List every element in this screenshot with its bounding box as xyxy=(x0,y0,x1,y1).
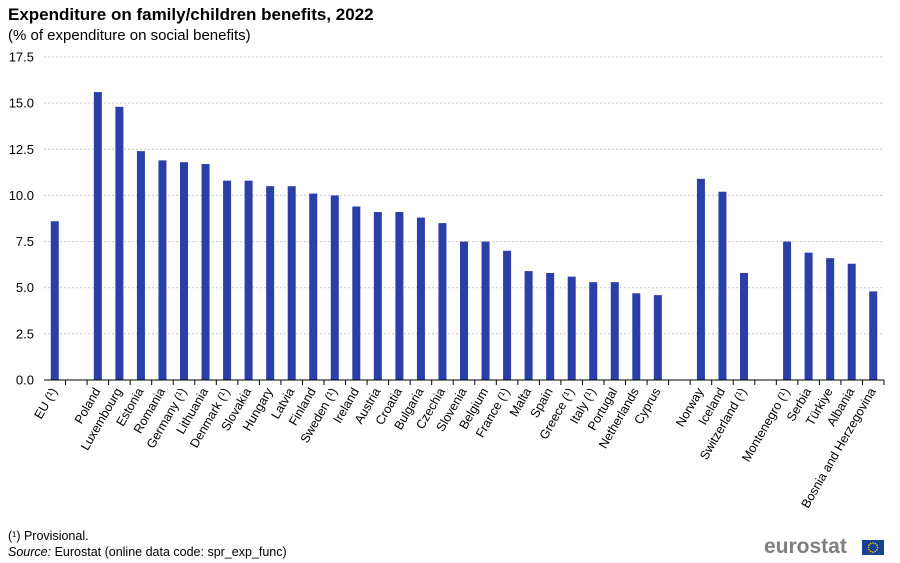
bar xyxy=(330,195,339,380)
source-text: Eurostat (online data code: spr_exp_func… xyxy=(51,545,287,559)
bar xyxy=(158,160,167,380)
bar xyxy=(503,250,512,380)
flag-star xyxy=(872,542,874,544)
bar xyxy=(718,191,727,380)
bar-chart: 0.0 2.5 5.0 7.5 10.0 12.5 15.0 17.5 EU (¹) Polan… xyxy=(9,50,885,511)
flag-star xyxy=(872,551,874,553)
footnote: (¹) Provisional. xyxy=(8,529,89,543)
flag-star xyxy=(874,550,877,553)
bar xyxy=(847,263,856,380)
bars xyxy=(50,92,878,380)
bar xyxy=(546,272,555,380)
chart-title: Expenditure on family/children benefits,… xyxy=(8,5,374,24)
bar xyxy=(869,291,878,380)
bar xyxy=(309,193,318,380)
flag-star xyxy=(876,544,878,546)
flag-star xyxy=(867,546,870,549)
bar xyxy=(287,186,296,380)
bar xyxy=(438,223,447,380)
bar xyxy=(804,252,813,380)
bar xyxy=(416,217,425,380)
bar xyxy=(783,241,792,380)
y-tick-label: 12.5 xyxy=(9,142,34,157)
bar xyxy=(481,241,490,380)
flag-star xyxy=(869,550,872,553)
bar xyxy=(50,221,59,380)
y-tick-label: 17.5 xyxy=(9,50,34,65)
eu-flag-icon xyxy=(862,540,884,555)
bar xyxy=(201,164,210,380)
category-labels: EU (¹) PolandLuxembourgEstoniaRomaniaGerm… xyxy=(32,385,879,511)
bar xyxy=(653,295,662,380)
bar xyxy=(266,186,275,380)
flag-star xyxy=(874,542,877,545)
bar xyxy=(740,272,748,380)
y-tick-label: 2.5 xyxy=(16,326,34,341)
bar xyxy=(93,92,102,380)
y-axis-ticks: 0.0 2.5 5.0 7.5 10.0 12.5 15.0 17.5 xyxy=(9,50,34,388)
y-tick-label: 7.5 xyxy=(16,234,34,249)
bar xyxy=(115,106,124,380)
bar xyxy=(826,258,835,380)
y-tick-label: 10.0 xyxy=(9,188,34,203)
bar xyxy=(696,178,705,380)
chart-subtitle: (% of expenditure on social benefits) xyxy=(8,27,251,44)
x-category-label: EU (¹) xyxy=(32,386,61,422)
flag-star xyxy=(876,546,879,549)
bar xyxy=(244,180,253,380)
flag-star xyxy=(868,549,870,551)
y-tick-label: 5.0 xyxy=(16,280,34,295)
bar xyxy=(373,212,382,380)
bar xyxy=(180,162,188,380)
bar xyxy=(632,293,641,380)
bar xyxy=(567,276,576,380)
bar xyxy=(610,282,619,380)
bar xyxy=(136,151,145,380)
bar xyxy=(352,206,361,380)
bar xyxy=(524,271,533,380)
flag-star xyxy=(869,542,872,545)
flag-star xyxy=(868,544,870,546)
bar xyxy=(223,180,232,380)
eurostat-logo-text: eurostat xyxy=(764,535,847,558)
source-note: Source: Eurostat (online data code: spr_… xyxy=(8,545,287,559)
x-category-label: Montenegro (¹) xyxy=(739,386,792,465)
source-label: Source: xyxy=(8,545,52,559)
bar xyxy=(589,282,598,380)
bar xyxy=(395,212,404,380)
x-axis-ticks xyxy=(65,380,885,385)
flag-star xyxy=(876,549,878,551)
y-tick-label: 15.0 xyxy=(9,96,34,111)
bar xyxy=(460,241,468,380)
y-tick-label: 0.0 xyxy=(16,373,34,388)
